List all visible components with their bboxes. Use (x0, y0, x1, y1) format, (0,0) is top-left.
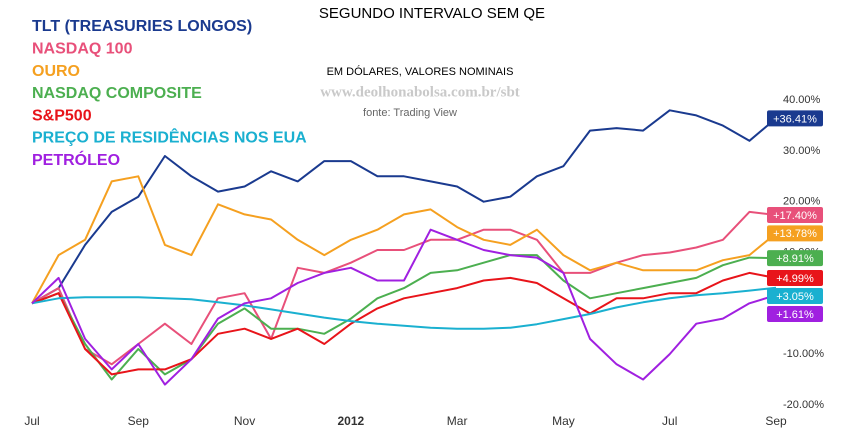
y-tick-label: -10.00% (783, 348, 824, 360)
value-label-box (767, 206, 823, 223)
legend-entry: S&P500 (32, 107, 92, 124)
value-label-box (767, 305, 823, 322)
x-tick-label: Nov (234, 414, 255, 428)
value-label-box (767, 225, 823, 242)
legend-entry: PETRÓLEO (32, 150, 120, 169)
y-tick-label: 30.00% (783, 145, 821, 157)
y-tick-label: -20.00% (783, 399, 824, 411)
legend-entry: PREÇO DE RESIDÊNCIAS NOS EUA (32, 128, 307, 147)
series-line (31, 109, 777, 305)
value-label: +4.99% (776, 273, 814, 285)
series-line (31, 228, 777, 386)
legend-entry: TLT (TREASURIES LONGOS) (32, 18, 252, 35)
value-label-box (767, 110, 823, 127)
x-tick-label: Sep (128, 414, 150, 428)
x-tick-label: May (552, 414, 575, 428)
value-label: +17.40% (773, 210, 817, 222)
x-tick-label: Mar (447, 414, 468, 428)
y-tick-label: 20.00% (783, 196, 821, 208)
x-tick-label: Jul (24, 414, 39, 428)
legend-entry: NASDAQ COMPOSITE (32, 85, 202, 102)
series-line (31, 210, 777, 366)
value-label-box (767, 250, 823, 267)
source: fonte: Trading View (363, 107, 457, 119)
series-line (31, 254, 777, 381)
value-label: +8.91% (776, 253, 814, 265)
value-label-box (767, 269, 823, 286)
series-line (31, 175, 777, 304)
value-label: +3.05% (776, 291, 814, 303)
x-tick-label: Jul (662, 414, 677, 428)
value-label: +36.41% (773, 113, 817, 125)
value-label: +1.61% (776, 309, 814, 321)
series-line (31, 286, 777, 330)
x-tick-label: 2012 (338, 414, 365, 428)
y-tick-label: 40.00% (783, 94, 821, 106)
legend-entry: OURO (32, 63, 80, 80)
x-tick-label: Sep (765, 414, 787, 428)
subtitle: EM DÓLARES, VALORES NOMINAIS (327, 65, 514, 78)
chart-title: SEGUNDO INTERVALO SEM QE (319, 5, 545, 22)
legend-entry: NASDAQ 100 (32, 41, 133, 58)
watermark: www.deolhonabolsa.com.br/sbt (320, 84, 520, 100)
value-label: +13.78% (773, 228, 817, 240)
value-label-box (767, 287, 823, 304)
